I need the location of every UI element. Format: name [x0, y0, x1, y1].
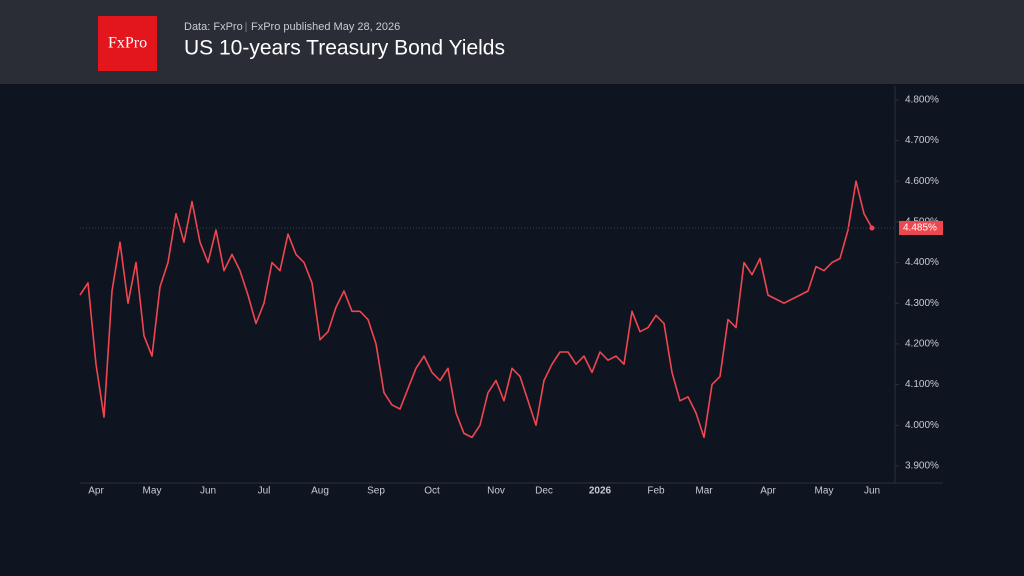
x-tick-label: Oct	[424, 486, 440, 497]
source: Data: FxPro	[184, 21, 243, 33]
logo-text: FxPro	[108, 35, 147, 52]
x-tick-label: Jul	[258, 486, 271, 497]
x-tick-label: 2026	[589, 486, 612, 497]
x-tick-label: Apr	[760, 486, 776, 497]
y-tick-label: 4.600%	[905, 176, 939, 187]
x-tick-label: Sep	[367, 486, 385, 497]
chart-title: US 10-years Treasury Bond Yields	[184, 37, 505, 60]
y-tick-label: 3.900%	[905, 461, 939, 472]
line	[79, 180, 873, 439]
y-tick-label: 4.200%	[905, 339, 939, 350]
x-tick-label: Feb	[647, 486, 665, 497]
y-tick-label: 4.300%	[905, 298, 939, 309]
x-tick-label: Mar	[695, 486, 713, 497]
last-value-label: 4.485%	[903, 223, 937, 234]
x-tick-label: Apr	[88, 486, 104, 497]
x-tick-label: Nov	[487, 486, 505, 497]
x-tick-label: Aug	[311, 486, 329, 497]
y-tick-label: 4.400%	[905, 257, 939, 268]
y-tick-label: 4.800%	[905, 94, 939, 105]
logo	[98, 16, 157, 71]
x-tick-label: Jun	[864, 486, 880, 497]
header-bar	[0, 0, 1024, 84]
y-tick-label: 4.000%	[905, 420, 939, 431]
published: FxPro published May 28, 2026	[251, 21, 400, 33]
y-tick-label: 4.100%	[905, 379, 939, 390]
last-point	[869, 225, 875, 231]
y-tick-label: 4.700%	[905, 135, 939, 146]
x-tick-label: Jun	[200, 486, 216, 497]
x-tick-label: May	[815, 486, 834, 497]
x-tick-label: May	[143, 486, 162, 497]
x-tick-label: Dec	[535, 486, 553, 497]
last-value-box	[899, 220, 943, 235]
